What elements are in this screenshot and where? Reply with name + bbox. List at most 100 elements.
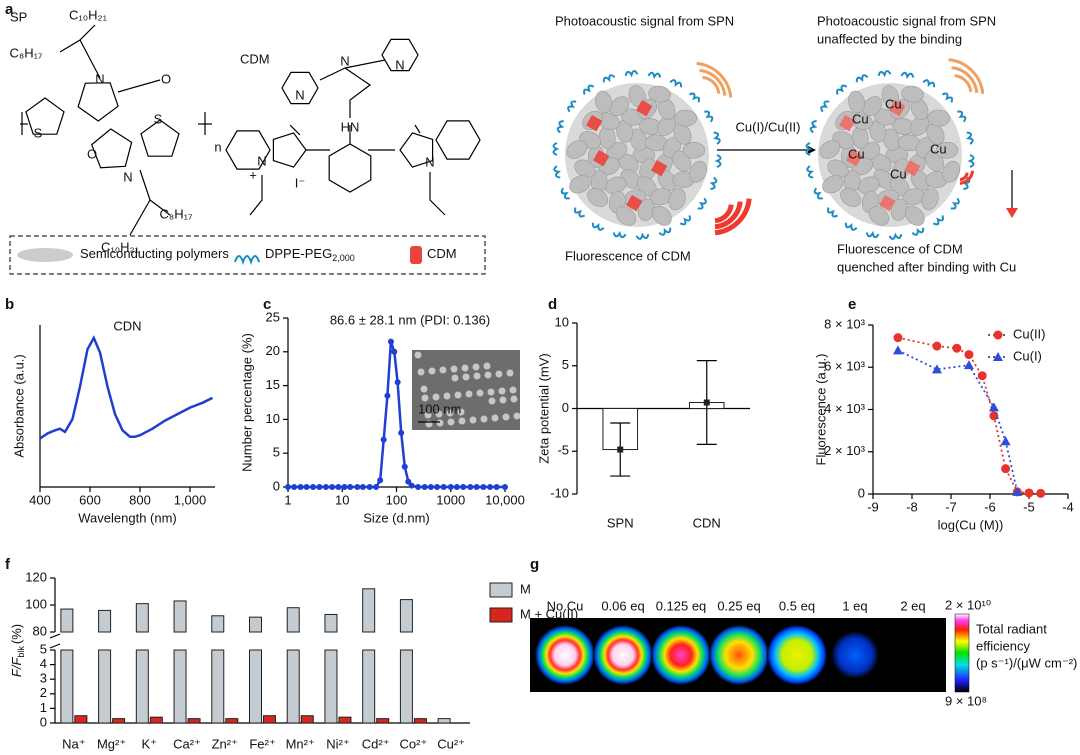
scale-label: 100 nm bbox=[418, 401, 461, 416]
well-signal bbox=[535, 625, 595, 685]
bar bbox=[187, 718, 201, 724]
tem-particle bbox=[443, 392, 451, 400]
tem-particle bbox=[420, 385, 428, 393]
imaging-label: 2 eq bbox=[900, 598, 925, 613]
imaging-label: 1 eq bbox=[842, 598, 867, 613]
colorbar bbox=[954, 613, 970, 693]
tem-particle bbox=[450, 365, 458, 373]
x-tick-label: Zn²⁺ bbox=[212, 736, 238, 751]
tem-particle bbox=[510, 395, 518, 403]
peg-chain bbox=[957, 110, 967, 123]
peg-chain bbox=[813, 187, 823, 200]
peg-chain bbox=[865, 230, 880, 239]
tem-particle bbox=[465, 390, 473, 398]
peg-chain bbox=[612, 230, 627, 239]
x-tick-label: Ni²⁺ bbox=[326, 736, 349, 751]
tem-particle bbox=[424, 411, 432, 419]
polymer-chain bbox=[682, 141, 706, 159]
peg-icon bbox=[234, 255, 260, 266]
x-tick-label: CDN bbox=[693, 515, 721, 530]
panel-label: d bbox=[548, 296, 557, 313]
atom-label: S bbox=[154, 111, 163, 126]
legend-label: M bbox=[520, 581, 531, 596]
bar-upper bbox=[249, 616, 262, 633]
point bbox=[398, 429, 405, 436]
atom-label: n bbox=[214, 139, 221, 154]
y-tick-label: 25 bbox=[266, 309, 280, 324]
atom-label: N bbox=[425, 154, 434, 169]
bar-upper bbox=[173, 600, 187, 633]
chem-label: SP bbox=[10, 9, 27, 24]
legend-text: CDM bbox=[427, 246, 457, 261]
peg-chain bbox=[658, 227, 672, 236]
peg-chain bbox=[647, 71, 662, 80]
atom-label: N bbox=[395, 57, 404, 72]
point bbox=[291, 484, 298, 490]
chem-bond bbox=[319, 67, 346, 81]
point bbox=[354, 484, 361, 490]
legend-label: CDM bbox=[427, 246, 457, 261]
tem-particle bbox=[432, 393, 440, 401]
point bbox=[297, 484, 304, 490]
chem-bond bbox=[117, 79, 161, 93]
cu-label: Cu bbox=[930, 141, 947, 156]
fl-wave bbox=[714, 201, 743, 230]
x-tick-label: -6 bbox=[984, 499, 996, 514]
cdm-dye bbox=[879, 195, 896, 212]
x-tick-label: Ca²⁺ bbox=[173, 736, 201, 751]
colorbar-title: Total radiant bbox=[976, 621, 1047, 636]
x-tick-label: Cd²⁺ bbox=[362, 736, 390, 751]
bar bbox=[413, 718, 427, 724]
chem-ring bbox=[281, 71, 319, 105]
tem-particle bbox=[480, 415, 488, 423]
mean-marker bbox=[703, 399, 710, 406]
point bbox=[1036, 488, 1046, 498]
peg-chain bbox=[950, 197, 960, 210]
tem-particle bbox=[499, 396, 507, 404]
y-label-sub: blk bbox=[16, 646, 26, 658]
point bbox=[932, 341, 942, 351]
point bbox=[401, 463, 408, 470]
panel-label: f bbox=[5, 556, 11, 573]
bar-upper bbox=[135, 603, 149, 633]
bar-upper bbox=[211, 615, 225, 633]
tem-particle bbox=[483, 362, 491, 370]
chem-bond bbox=[289, 124, 301, 136]
y-tick-label: 0 bbox=[562, 400, 569, 415]
polymer-chain bbox=[935, 141, 959, 159]
cdm-dye bbox=[593, 150, 610, 167]
peg-chain bbox=[826, 207, 839, 218]
y-axis-label: Absorbance (a.u.) bbox=[11, 354, 26, 457]
chem-bond bbox=[344, 59, 386, 69]
polymer-chain bbox=[819, 140, 841, 159]
chem-label: CDM bbox=[240, 51, 270, 66]
peg-chain bbox=[805, 142, 813, 156]
point bbox=[473, 484, 480, 490]
cdm-dye bbox=[839, 115, 856, 132]
x-tick-label: 1000 bbox=[436, 492, 465, 507]
cdm-dye bbox=[904, 160, 921, 177]
bar-lower bbox=[135, 649, 149, 724]
cdm-dye bbox=[846, 150, 863, 167]
scheme-text: Cu(I)/Cu(II) bbox=[736, 119, 801, 134]
point bbox=[387, 338, 394, 345]
atom-label: N bbox=[340, 53, 349, 68]
x-tick-label: K⁺ bbox=[142, 736, 158, 751]
bar bbox=[112, 718, 126, 724]
scheme-text: Photoacoustic signal from SPN bbox=[817, 13, 996, 28]
y-label-unit: (%) bbox=[9, 624, 24, 644]
x-tick-label: Mn²⁺ bbox=[286, 736, 315, 751]
legend-sub: 2,000 bbox=[332, 253, 355, 263]
point bbox=[1001, 464, 1011, 474]
scheme-text: Photoacoustic signal from SPN bbox=[555, 13, 734, 28]
chem-ring bbox=[381, 38, 419, 72]
peg-chain bbox=[552, 142, 560, 156]
scheme-text: Fluorescence of CDM bbox=[565, 248, 691, 263]
peg-chain bbox=[932, 215, 944, 226]
point bbox=[303, 484, 310, 490]
tem-particle bbox=[461, 364, 469, 372]
chem-bond bbox=[414, 124, 421, 134]
point bbox=[964, 350, 974, 360]
